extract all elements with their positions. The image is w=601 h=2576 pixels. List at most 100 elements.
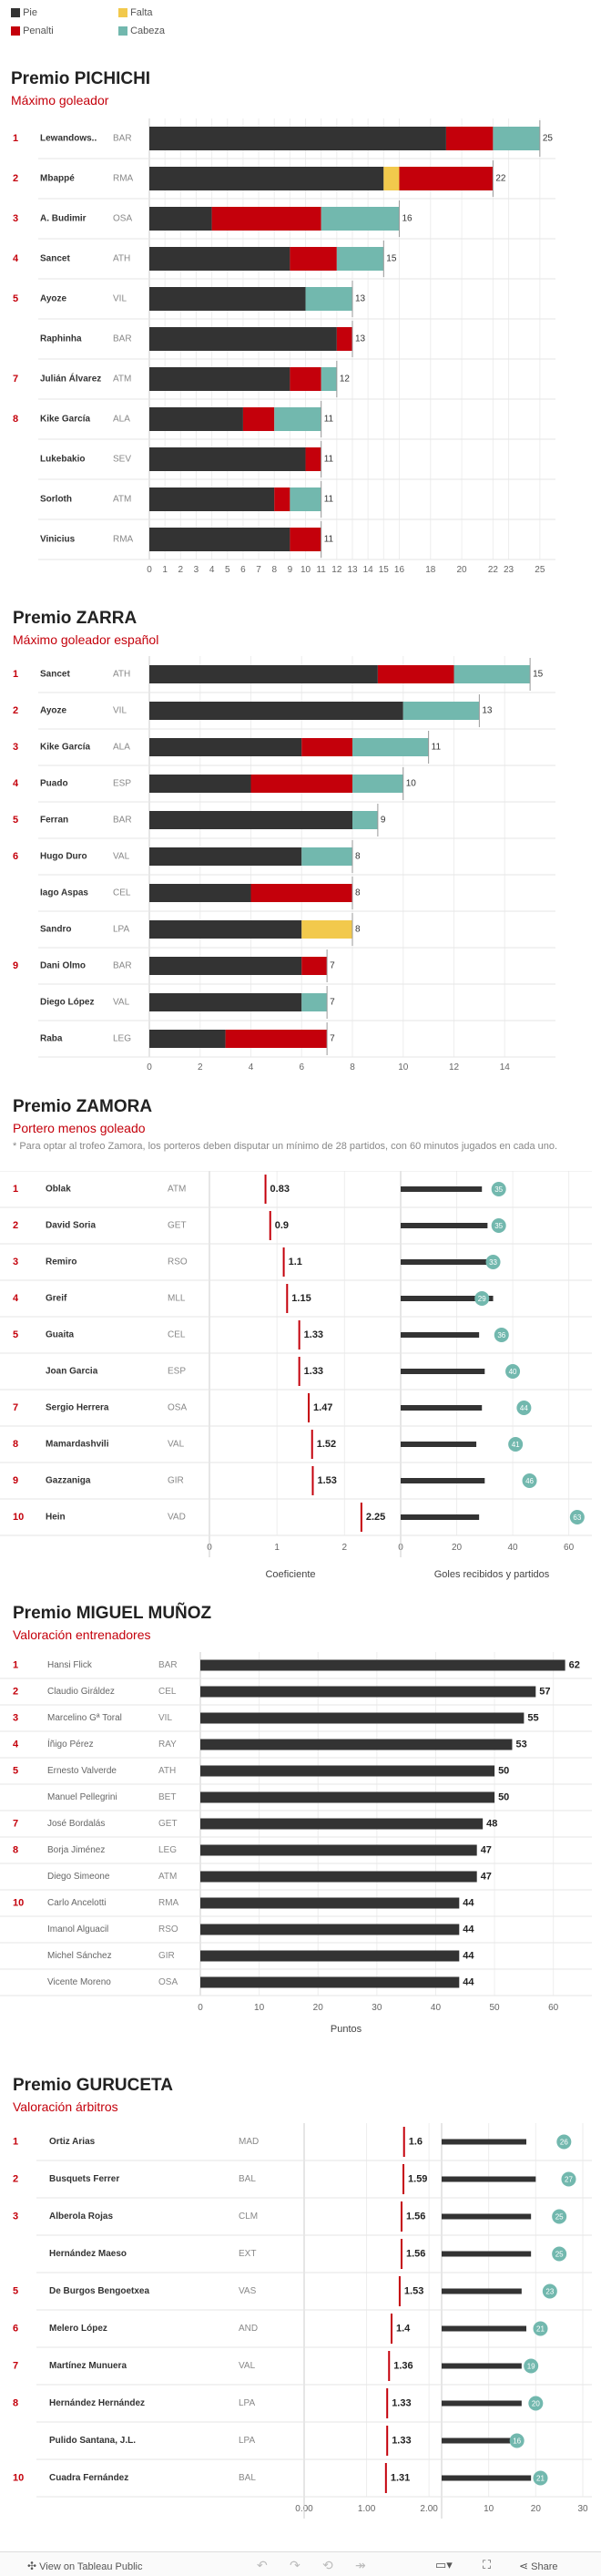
- share-label: Share: [531, 2561, 558, 2572]
- bar-segment-cabeza: [352, 811, 378, 829]
- points-bar: [200, 1844, 477, 1856]
- munoz-chart: 0 10 20 30 40 50 60 Puntos 1 Hansi Flick BAR 62 2 Cla…: [0, 1652, 592, 2035]
- bar-segment-cabeza: [352, 775, 403, 793]
- bar-segment-penalti: [377, 665, 454, 683]
- coef-label: 1.31: [391, 2472, 410, 2483]
- games-label: 21: [536, 2325, 545, 2334]
- share-button[interactable]: ⋖ Share: [519, 2560, 557, 2572]
- total-label: 15: [386, 254, 397, 264]
- points-bar: [200, 1739, 513, 1750]
- bar-segment-cabeza: [274, 407, 321, 431]
- x-tick-label: 11: [316, 565, 326, 575]
- points-label: 50: [498, 1791, 509, 1802]
- bar-segment-penalti: [399, 167, 494, 190]
- matches-dot: [491, 1218, 506, 1233]
- rank-label: 8: [13, 2397, 18, 2408]
- x-tick-label: 2.00: [420, 2504, 438, 2514]
- revert-icon[interactable]: ⟲: [322, 2558, 333, 2572]
- team-label: VAL: [113, 852, 130, 862]
- device-layout-icon[interactable]: ▭▾: [435, 2558, 453, 2571]
- team-label: ATM: [113, 375, 131, 385]
- team-label: CLM: [239, 2212, 258, 2222]
- x-tick-label: 1: [162, 565, 168, 575]
- legend-label-pie: Pie: [23, 7, 37, 18]
- rank-label: 7: [13, 374, 18, 385]
- player-name: Manuel Pellegrini: [47, 1792, 117, 1802]
- fullscreen-icon[interactable]: ⛶: [483, 2558, 492, 2571]
- rank-label: 3: [13, 213, 18, 224]
- legend-label-falta: Falta: [130, 7, 153, 18]
- points-label: 47: [481, 1844, 492, 1855]
- rank-label: 4: [13, 253, 19, 264]
- rank-label: 10: [13, 1512, 24, 1523]
- rank-label: 3: [13, 1257, 18, 1267]
- rank-label: 1: [13, 1184, 18, 1195]
- bar-segment-cabeza: [402, 702, 480, 720]
- guruceta-subtitle: Valoración árbitros: [13, 2099, 118, 2114]
- redo-icon[interactable]: ↷: [290, 2558, 300, 2572]
- player-name: Cuadra Fernández: [49, 2473, 128, 2483]
- team-label: ALA: [113, 743, 130, 753]
- player-name: Sorloth: [40, 495, 72, 505]
- undo-icon[interactable]: ↶: [257, 2558, 268, 2572]
- total-label: 7: [330, 998, 335, 1008]
- zamora-chart: 0120204060CoeficienteGoles recibidos y p…: [0, 1171, 592, 1580]
- pichichi-subtitle: Máximo goleador: [11, 93, 109, 108]
- pichichi-chart: 0 1 2 3 4 5 6 7 8 9 10 11 12 13 14 15 16 18 20 22 23 251 Lewan…: [13, 118, 555, 575]
- player-name: Hugo Duro: [40, 852, 87, 862]
- legend-item-penalti: Penalti: [11, 26, 54, 36]
- team-label: GET: [168, 1221, 187, 1231]
- legend-label-cabeza: Cabeza: [130, 26, 165, 36]
- view-on-tableau-link[interactable]: ✣ View on Tableau Public: [27, 2560, 142, 2572]
- team-label: GIR: [168, 1476, 184, 1486]
- team-label: LPA: [239, 2398, 255, 2408]
- bar-segment-penalti: [211, 207, 321, 231]
- team-label: BET: [158, 1792, 176, 1802]
- player-name: Vicente Moreno: [47, 1977, 111, 1987]
- games-label: 20: [532, 2400, 540, 2408]
- x2-tick-label: 30: [577, 2504, 588, 2514]
- team-label: VAD: [168, 1513, 186, 1523]
- legend-swatch-penalti: [11, 26, 20, 36]
- x-tick-label: 3: [194, 565, 199, 575]
- player-name: Dani Olmo: [40, 961, 86, 971]
- legend-label-penalti: Penalti: [23, 26, 54, 36]
- team-label: LEG: [158, 1845, 177, 1855]
- team-label: RMA: [158, 1898, 179, 1908]
- rank-label: 9: [13, 960, 18, 971]
- bar-segment-cabeza: [453, 665, 531, 683]
- legend-swatch-cabeza: [118, 26, 127, 36]
- games-label: 21: [536, 2475, 545, 2483]
- coef-label: 0.83: [270, 1184, 290, 1195]
- bar-segment-penalti: [290, 528, 321, 551]
- bar-segment-falta: [301, 920, 352, 939]
- player-name: Sergio Herrera: [46, 1403, 109, 1413]
- points-label: 48: [486, 1818, 497, 1829]
- team-label: VIL: [113, 706, 127, 716]
- guruceta-chart: 0.00 1.00 2.00 10 20 301 Ortiz Arias MAD 1.6 262 B…: [13, 2123, 592, 2519]
- zamora-note: * Para optar al trofeo Zamora, los porte…: [13, 1141, 558, 1152]
- total-label: 7: [330, 1034, 335, 1044]
- bar-segment-pie: [149, 207, 212, 231]
- bar-segment-pie: [149, 738, 302, 756]
- bar-segment-cabeza: [493, 127, 540, 150]
- total-label: 12: [340, 375, 351, 385]
- x-tick-label: 60: [548, 2003, 559, 2013]
- x-tick-label: 6: [240, 565, 246, 575]
- matches-dot: [485, 1255, 501, 1269]
- x-tick-label: 0: [147, 565, 152, 575]
- player-name: Melero López: [49, 2324, 107, 2334]
- forward-icon[interactable]: ↠: [355, 2558, 366, 2572]
- points-label: 57: [539, 1686, 550, 1697]
- games-dot: [533, 2321, 548, 2336]
- tableau-logo-icon: ✣: [27, 2560, 37, 2572]
- x-tick-label: 13: [347, 565, 358, 575]
- bar-segment-pie: [149, 884, 251, 902]
- bar-segment-pie: [149, 407, 243, 431]
- player-name: Alberola Rojas: [49, 2212, 113, 2222]
- team-label: OSA: [158, 1977, 178, 1987]
- team-label: RSO: [158, 1924, 178, 1935]
- team-label: CEL: [168, 1330, 186, 1340]
- x-tick-label: 4: [249, 1062, 254, 1072]
- matches-label: 36: [497, 1331, 505, 1339]
